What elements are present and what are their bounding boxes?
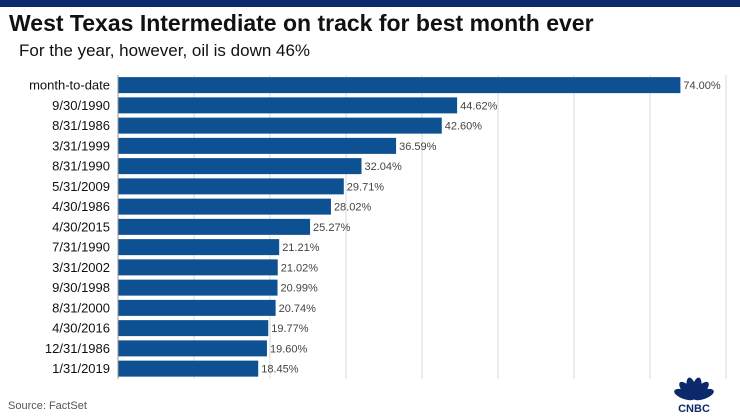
category-label: 12/31/1986 — [45, 341, 110, 356]
bar — [118, 218, 311, 235]
bar — [118, 198, 331, 215]
value-label: 44.62% — [460, 100, 498, 112]
bar — [118, 137, 397, 154]
value-label: 36.59% — [399, 141, 437, 153]
bar — [118, 340, 267, 357]
bar — [118, 360, 259, 377]
category-label: 9/30/1998 — [52, 280, 110, 295]
header-rule — [0, 0, 740, 7]
category-label: 8/31/1990 — [52, 159, 110, 174]
category-label: 9/30/1990 — [52, 98, 110, 113]
value-label: 20.74% — [279, 303, 317, 315]
value-label: 29.71% — [347, 181, 385, 193]
category-label: 8/31/1986 — [52, 118, 110, 133]
bar — [118, 279, 278, 296]
category-label: 3/31/1999 — [52, 138, 110, 153]
value-label: 18.45% — [261, 364, 299, 376]
value-label: 20.99% — [281, 283, 319, 295]
value-label: 21.02% — [281, 262, 319, 274]
logo-text: CNBC — [678, 403, 710, 414]
category-label: month-to-date — [29, 78, 110, 93]
bar — [118, 158, 362, 175]
value-label: 74.00% — [683, 80, 721, 92]
value-label: 25.27% — [313, 222, 351, 234]
logo-feather — [692, 388, 714, 401]
source-note: Source: FactSet — [8, 400, 87, 412]
value-label: 19.60% — [270, 343, 308, 355]
value-label: 42.60% — [445, 121, 483, 133]
bar — [118, 259, 278, 276]
category-label: 4/30/2016 — [52, 321, 110, 336]
bar — [118, 299, 276, 316]
chart-title: West Texas Intermediate on track for bes… — [9, 10, 594, 36]
category-label: 8/31/2000 — [52, 300, 110, 315]
chart-subtitle: For the year, however, oil is down 46% — [19, 41, 311, 60]
bar — [118, 239, 280, 256]
value-label: 28.02% — [334, 202, 372, 214]
category-label: 4/30/2015 — [52, 219, 110, 234]
category-label: 7/31/1990 — [52, 240, 110, 255]
bar — [118, 178, 344, 195]
cnbc-peacock-logo: CNBC — [674, 377, 714, 414]
category-label: 4/30/1986 — [52, 199, 110, 214]
category-label: 1/31/2019 — [52, 361, 110, 376]
bar — [118, 97, 458, 114]
category-label: 3/31/2002 — [52, 260, 110, 275]
value-label: 21.21% — [282, 242, 320, 254]
bar — [118, 117, 442, 134]
value-label: 19.77% — [271, 323, 309, 335]
bar — [118, 320, 269, 337]
category-label: 5/31/2009 — [52, 179, 110, 194]
value-label: 32.04% — [365, 161, 403, 173]
bar — [118, 77, 681, 94]
